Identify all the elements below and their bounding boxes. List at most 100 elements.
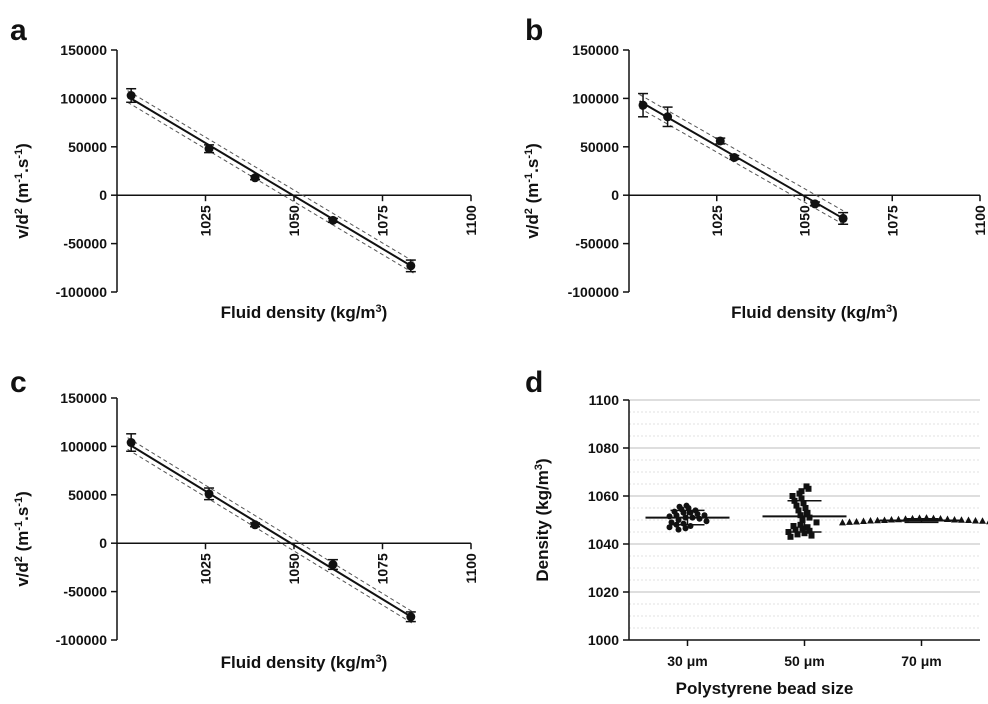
data-point [204, 489, 214, 499]
data-point [813, 519, 820, 526]
chart-panel-b: b 150000 100000 50000 0 -50000 -100000 1025 1050… [523, 14, 988, 322]
data-point [867, 516, 874, 524]
x-tick-label: 1075 [375, 553, 391, 584]
data-point [680, 509, 687, 516]
data-point [685, 505, 692, 511]
y-tick-label: 1080 [588, 440, 619, 456]
data-point [860, 517, 867, 524]
data-point [675, 526, 682, 533]
x-tick-label: 70 μm [901, 653, 941, 669]
x-tick-label: 1050 [797, 205, 813, 236]
x-tick-label: 1025 [198, 553, 214, 584]
y-tick-label: 1060 [588, 488, 619, 504]
data-point [846, 518, 853, 525]
data-point [795, 507, 802, 514]
y-tick-label: 1100 [589, 392, 620, 408]
data-point [204, 144, 214, 154]
y-tick-label: 100000 [572, 90, 619, 106]
chart-panel-c: c 150000 100000 50000 0 -50000 -100000 1025 1050… [10, 366, 479, 672]
data-point [794, 531, 801, 538]
data-point [792, 526, 799, 533]
chart-panel-a: a 150000 100000 50000 0 -50000 -100000 1025 1050… [10, 14, 479, 322]
y-tick-label: 150000 [60, 42, 107, 58]
chart-panel-d: d 1100 1080 1060 1040 1020 1000 30 μm 50 μm 70 μm… [525, 366, 988, 698]
x-axis-title: Fluid density (kg/m3) [221, 653, 388, 672]
x-tick-label: 1075 [884, 205, 900, 236]
confidence-band-lower [127, 101, 415, 275]
data-point [801, 530, 808, 537]
y-tick-label: 1000 [588, 632, 619, 648]
data-point [796, 490, 803, 497]
data-point [810, 199, 820, 209]
x-tick-label: 1100 [463, 205, 479, 236]
data-point [799, 525, 806, 532]
regression-line [127, 95, 415, 269]
x-tick-label: 1100 [463, 553, 479, 584]
x-tick-label: 1025 [198, 205, 214, 236]
data-point [406, 612, 416, 622]
x-tick-label: 50 μm [784, 653, 824, 669]
y-tick-label: 50000 [68, 139, 107, 155]
data-point [793, 502, 800, 509]
x-tick-label: 1075 [375, 205, 391, 236]
data-point [682, 525, 689, 532]
data-point [406, 261, 416, 271]
data-point [806, 527, 813, 534]
x-tick-label: 1050 [286, 205, 302, 236]
y-tick-label: -100000 [56, 284, 108, 300]
confidence-band-lower [127, 448, 415, 625]
data-point [979, 517, 986, 524]
x-tick-label: 1050 [286, 553, 302, 584]
data-point [126, 90, 136, 100]
data-point [790, 523, 797, 529]
data-point [853, 517, 860, 525]
data-point [965, 516, 972, 523]
y-tick-label: 0 [99, 187, 107, 203]
data-point [798, 495, 805, 502]
data-point [951, 516, 958, 523]
panel-letter-c: c [10, 366, 27, 399]
data-point [838, 213, 848, 223]
data-point [797, 512, 804, 519]
y-axis-title: Density (kg/m3) [533, 458, 552, 581]
x-tick-label: 30 μm [667, 653, 707, 669]
data-point [126, 438, 136, 448]
data-point [328, 215, 338, 225]
y-axis-title: v/d2 (m-1.s-1) [523, 143, 542, 239]
y-tick-label: 100000 [60, 438, 107, 454]
regression-line [639, 100, 844, 220]
data-point [839, 518, 846, 526]
data-point [805, 485, 812, 492]
data-point [808, 532, 815, 539]
y-tick-label: 100000 [60, 90, 107, 106]
x-axis-title: Fluid density (kg/m3) [221, 303, 388, 322]
data-point [687, 509, 694, 516]
data-point [694, 511, 701, 517]
y-axis-title: v/d2 (m-1.s-1) [13, 143, 32, 239]
data-point [799, 517, 806, 523]
data-point [804, 509, 811, 516]
data-point [250, 173, 260, 183]
x-tick-label: 1025 [709, 205, 725, 236]
data-point [729, 152, 739, 162]
data-point [250, 520, 260, 530]
panel-letter-a: a [10, 14, 27, 47]
y-axis-title: v/d2 (m-1.s-1) [13, 491, 32, 587]
data-point [638, 100, 648, 110]
x-axis-title: Polystyrene bead size [676, 679, 854, 698]
y-tick-label: -100000 [56, 632, 108, 648]
confidence-band-upper [127, 437, 415, 614]
y-tick-label: -50000 [63, 236, 107, 252]
confidence-band-upper [639, 94, 844, 212]
data-point [888, 516, 895, 523]
data-point [797, 521, 804, 528]
y-tick-label: 1040 [588, 536, 619, 552]
data-point [972, 516, 979, 524]
confidence-band-upper [127, 90, 415, 263]
y-tick-label: 50000 [68, 487, 107, 503]
y-tick-label: 0 [99, 535, 107, 551]
data-point [874, 516, 881, 524]
y-tick-label: -100000 [568, 284, 620, 300]
